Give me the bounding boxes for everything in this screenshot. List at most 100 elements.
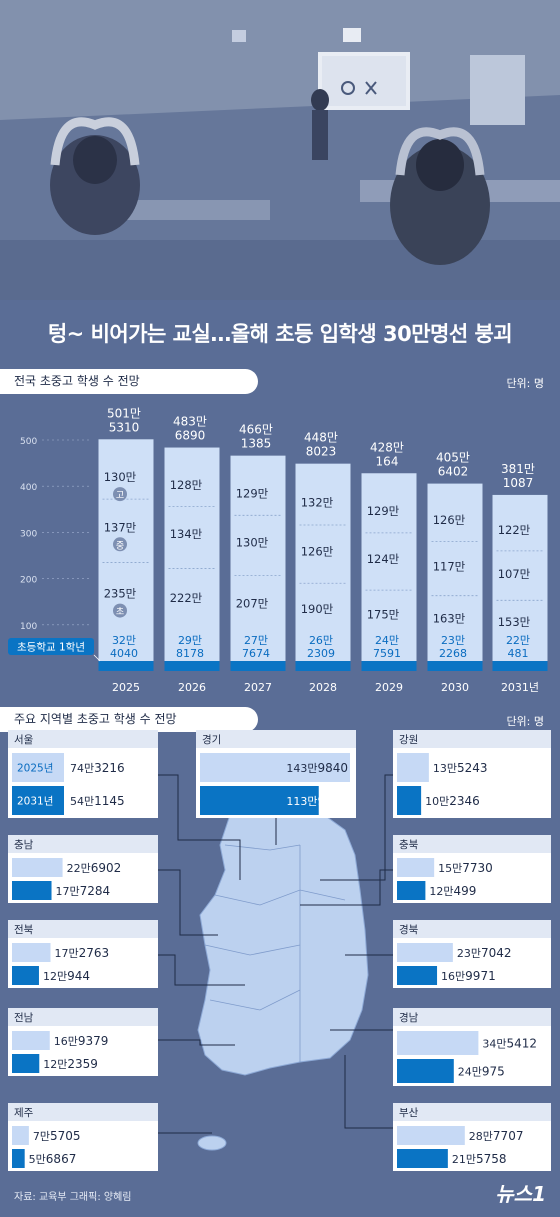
bar-2031: [397, 786, 422, 815]
value-2031: 21만5758: [452, 1152, 507, 1166]
region-card-header: [8, 1008, 158, 1026]
elementary-label: 235만: [104, 587, 137, 601]
total-label-rest: 6402: [438, 465, 469, 479]
value-2025: 74만3216: [70, 761, 125, 775]
region-leader-line: [344, 1055, 393, 1129]
bar-2031: [397, 1149, 448, 1168]
x-tick-label: 2025: [112, 681, 140, 694]
total-bar: [98, 439, 154, 671]
total-label-rest: 164: [376, 454, 399, 468]
first-grade-value-rest: 8178: [176, 647, 204, 660]
bar-2025: [12, 943, 51, 962]
region-card-header: [393, 1008, 551, 1026]
total-label-rest: 5310: [109, 420, 140, 434]
total-label: 501만: [107, 406, 141, 420]
series-badge-label: 초: [116, 607, 124, 618]
high-school-label: 122만: [498, 523, 531, 537]
middle-school-label: 107만: [498, 567, 531, 581]
bar-2025: [397, 753, 429, 782]
total-bar: [361, 473, 417, 671]
region-name: 경기: [202, 733, 221, 746]
total-bar: [164, 447, 220, 671]
regional-section-title: 주요 지역별 초중고 학생 수 전망: [0, 707, 258, 732]
classroom-illustration: [0, 0, 560, 310]
region-card-header: [393, 835, 551, 853]
total-bar: [295, 463, 351, 671]
first-grade-bar: [164, 661, 220, 671]
regional-unit-label: 단위: 명: [506, 715, 544, 728]
source-credit: 자료: 교육부 그래픽: 양혜림: [14, 1192, 132, 1203]
total-label-rest: 1087: [503, 476, 534, 490]
y-tick-label: 100: [20, 622, 37, 632]
high-school-label: 130만: [104, 470, 137, 484]
value-2031: 12만944: [43, 969, 90, 983]
total-bar: [492, 494, 548, 671]
first-grade-legend-label: 초등학교 1학년: [17, 642, 85, 654]
value-2025: 34만5412: [482, 1037, 537, 1051]
first-grade-value: 23만: [441, 634, 465, 647]
total-bar: [427, 483, 483, 671]
region-name: 경북: [399, 923, 419, 936]
total-bar: [230, 455, 286, 671]
bar-2031: [397, 881, 426, 900]
first-grade-legend: [8, 638, 94, 655]
legend-2031-swatch: [12, 786, 64, 815]
value-2025: 28만7707: [469, 1129, 524, 1143]
region-name: 경남: [399, 1011, 419, 1024]
legend-2031: 2031년: [17, 796, 53, 808]
series-badge: [113, 537, 127, 552]
series-badge: [113, 487, 127, 502]
total-label: 466만: [239, 423, 273, 437]
value-2031: 5만6867: [29, 1152, 77, 1166]
x-tick-label: 2029: [375, 681, 403, 694]
value-2025: 22만6902: [67, 861, 122, 875]
region-name: 전남: [14, 1012, 34, 1024]
bar-2025: [397, 1031, 479, 1055]
region-name: 충남: [14, 839, 34, 851]
middle-school-label: 137만: [104, 520, 137, 534]
region-card-header: [8, 730, 158, 748]
series-badge: [113, 603, 127, 618]
high-school-label: 128만: [170, 478, 203, 492]
total-label: 483만: [173, 415, 207, 429]
headline: 텅~ 비어가는 교실…올해 초등 입학생 30만명선 붕괴: [47, 322, 513, 346]
region-card-header: [8, 1103, 158, 1121]
first-grade-value: 27만: [244, 634, 268, 647]
classroom-photo: [0, 0, 560, 310]
total-label: 381만: [501, 462, 535, 476]
region-leader-line: [300, 869, 393, 906]
elementary-label: 175만: [367, 607, 400, 621]
first-grade-bar: [230, 661, 286, 671]
bar-2031: [397, 1059, 454, 1083]
first-grade-bar: [427, 661, 483, 671]
middle-school-label: 130만: [236, 535, 269, 549]
first-grade-bar: [295, 661, 351, 671]
region-name: 부산: [399, 1107, 419, 1119]
bar-2031: [12, 966, 39, 985]
region-name: 제주: [14, 1107, 34, 1119]
region-card-header: [393, 730, 551, 748]
province-borders: [204, 844, 346, 1062]
middle-school-label: 124만: [367, 552, 400, 566]
value-2031: 113만9738: [286, 794, 348, 808]
first-grade-value: 24만: [375, 634, 399, 647]
total-label: 428만: [370, 440, 404, 454]
news1-logo: 뉴스1: [495, 1182, 546, 1206]
elementary-label: 190만: [301, 602, 334, 616]
x-tick-label: 2026: [178, 681, 206, 694]
national-section-title: 전국 초중고 학생 수 전망: [0, 369, 258, 394]
bar-2025: [12, 858, 63, 877]
first-grade-value: 29만: [178, 634, 202, 647]
bar-2031: [397, 966, 438, 985]
value-2025: 143만9840: [286, 761, 348, 775]
region-leader-line: [158, 1039, 235, 1046]
bar-2031: [12, 881, 52, 900]
series-badge-label: 고: [116, 491, 124, 501]
first-grade-value-rest: 4040: [110, 647, 138, 660]
bar-2031: [12, 1054, 40, 1073]
value-2025: 17만2763: [55, 946, 110, 960]
x-tick-label: 2031년: [501, 681, 539, 694]
high-school-label: 129만: [367, 504, 400, 518]
middle-school-label: 134만: [170, 527, 203, 541]
